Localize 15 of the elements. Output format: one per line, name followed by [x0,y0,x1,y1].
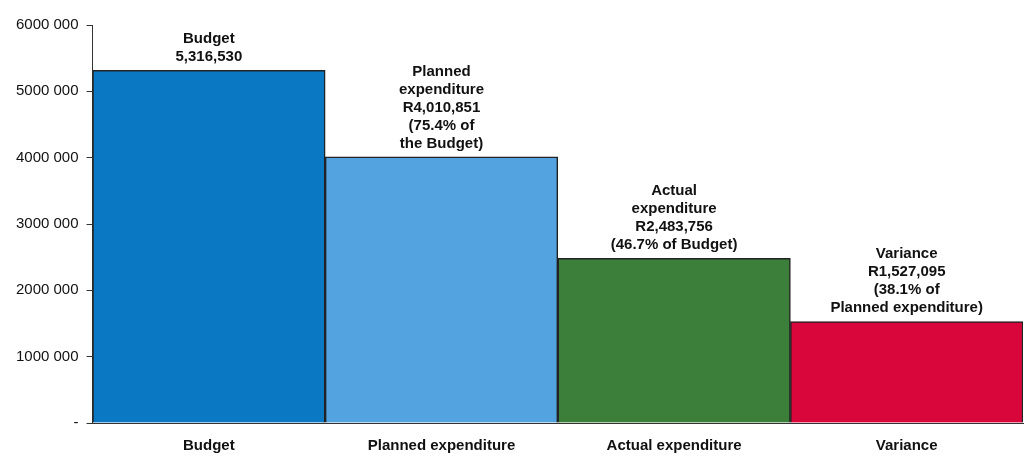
data-label: Planned expenditure R4,010,851 (75.4% of the Budget) [398,61,484,151]
y-tick-label: - [73,413,79,431]
x-tick-label: Budget [183,436,235,454]
y-tick-label: 1000 000 [15,346,79,364]
y-tick-label: 6000 000 [15,15,79,33]
data-label: Variance R1,527,095 (38.1% of Planned expenditure) [830,244,983,316]
y-tick-label: 3000 000 [15,214,79,232]
data-label: Budget 5,316,530 [175,28,243,64]
y-tick-label: 2000 000 [15,280,79,298]
y-tick-label: 4000 000 [15,147,79,165]
x-tick-label: Planned expenditure [367,436,516,454]
x-tick-label: Variance [875,436,938,454]
data-label: Actual expenditure R2,483,756 (46.7% of Budget) [610,180,738,252]
x-tick-label: Actual expenditure [606,436,742,454]
y-tick-label: 5000 000 [15,81,79,99]
